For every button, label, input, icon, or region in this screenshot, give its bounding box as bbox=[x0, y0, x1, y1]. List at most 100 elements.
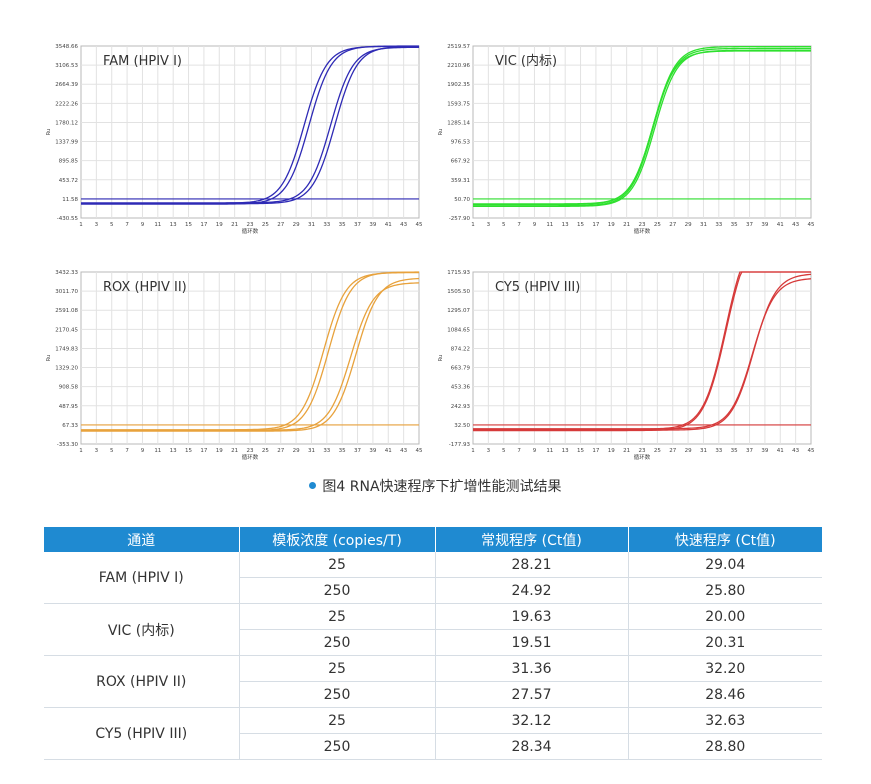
x-tick-label: 37 bbox=[354, 222, 361, 228]
regular-ct-cell: 24.92 bbox=[435, 577, 629, 604]
x-tick-label: 11 bbox=[546, 448, 553, 454]
x-tick-label: 15 bbox=[577, 448, 584, 454]
x-tick-label: 17 bbox=[200, 448, 207, 454]
y-tick-label: 1329.20 bbox=[55, 366, 78, 372]
x-tick-label: 27 bbox=[277, 222, 284, 228]
x-tick-label: 21 bbox=[623, 448, 630, 454]
caption-text: 图4 RNA快速程序下扩增性能测试结果 bbox=[322, 479, 562, 495]
y-tick-label: 1337.99 bbox=[55, 140, 78, 146]
chart-title: FAM (HPIV I) bbox=[103, 54, 182, 69]
chart-title: CY5 (HPIV III) bbox=[495, 280, 580, 295]
y-tick-label: 663.79 bbox=[451, 366, 471, 372]
y-tick-label: 1505.50 bbox=[447, 289, 470, 295]
x-tick-label: 45 bbox=[416, 222, 423, 228]
chart-svg-fam: -430.55 11.58 453.72 895.85 1337.99 1780.12 22… bbox=[46, 44, 423, 235]
x-tick-label: 15 bbox=[185, 222, 192, 228]
x-tick-label: 9 bbox=[141, 222, 145, 228]
header-fast-ct: 快速程序 (Ct值) bbox=[628, 527, 822, 552]
y-tick-label: 2210.96 bbox=[447, 63, 470, 69]
regular-ct-cell: 28.34 bbox=[435, 733, 629, 760]
table-row: FAM (HPIV I) 25 28.21 29.04 bbox=[44, 552, 822, 604]
header-concentration: 模板浓度 (copies/T) bbox=[239, 527, 436, 552]
x-tick-label: 19 bbox=[216, 222, 223, 228]
x-tick-label: 43 bbox=[792, 448, 799, 454]
table-row: 250 19.51 20.31 bbox=[44, 629, 822, 656]
y-tick-label: -177.93 bbox=[449, 442, 471, 448]
table-row: CY5 (HPIV III) 25 32.12 32.63 bbox=[44, 707, 822, 760]
x-tick-label: 9 bbox=[533, 222, 537, 228]
y-tick-label: -430.55 bbox=[57, 216, 79, 222]
y-tick-label: 1780.12 bbox=[55, 120, 78, 126]
x-axis-label: 循环数 bbox=[242, 453, 259, 461]
x-tick-label: 1 bbox=[471, 448, 475, 454]
y-tick-label: 1715.93 bbox=[447, 270, 470, 276]
y-tick-label: 2591.08 bbox=[55, 308, 78, 314]
y-tick-label: 359.31 bbox=[451, 178, 470, 184]
regular-ct-cell: 28.21 bbox=[435, 552, 629, 578]
amplification-curve bbox=[81, 271, 420, 431]
y-tick-label: 1295.07 bbox=[447, 308, 470, 314]
chart-svg-cy5: -177.93 32.50 242.93 453.36 663.79 874.22 1084… bbox=[438, 270, 815, 461]
x-tick-label: 19 bbox=[216, 448, 223, 454]
y-axis-label: Ru bbox=[46, 129, 52, 135]
x-tick-label: 1 bbox=[79, 222, 83, 228]
y-tick-label: 11.58 bbox=[62, 197, 78, 203]
y-tick-label: 2170.45 bbox=[55, 327, 78, 333]
x-tick-label: 21 bbox=[231, 448, 238, 454]
y-tick-label: 487.95 bbox=[59, 404, 79, 410]
x-tick-label: 19 bbox=[608, 222, 615, 228]
x-tick-label: 35 bbox=[339, 448, 346, 454]
amplification-chart-rox: -353.30 67.33 487.95 908.58 1329.20 1749.83 21… bbox=[40, 266, 425, 466]
chart-svg-vic: -257.9050.70359.31667.92976.531285.14159… bbox=[438, 44, 815, 235]
x-tick-label: 25 bbox=[262, 222, 269, 228]
x-tick-label: 31 bbox=[308, 448, 315, 454]
x-tick-label: 41 bbox=[777, 222, 784, 228]
header-channel: 通道 bbox=[44, 527, 240, 552]
regular-ct-cell: 19.63 bbox=[435, 603, 629, 630]
conc-cell: 250 bbox=[239, 681, 436, 708]
x-tick-label: 1 bbox=[471, 222, 475, 228]
x-tick-label: 11 bbox=[154, 448, 161, 454]
amplification-curve bbox=[473, 45, 811, 205]
x-tick-label: 37 bbox=[746, 222, 753, 228]
x-tick-label: 39 bbox=[369, 448, 376, 454]
x-tick-label: 15 bbox=[577, 222, 584, 228]
fast-ct-cell: 20.31 bbox=[628, 629, 822, 656]
x-tick-label: 31 bbox=[700, 222, 707, 228]
x-tick-label: 25 bbox=[262, 448, 269, 454]
fast-ct-cell: 25.80 bbox=[628, 577, 822, 604]
table-row: VIC (内标) 25 19.63 20.00 bbox=[44, 603, 822, 656]
x-tick-label: 33 bbox=[323, 222, 330, 228]
y-tick-label: 3106.53 bbox=[55, 63, 78, 69]
y-tick-label: 3548.66 bbox=[55, 44, 78, 50]
x-tick-label: 43 bbox=[400, 222, 407, 228]
y-tick-label: -353.30 bbox=[57, 442, 79, 448]
x-tick-label: 3 bbox=[95, 448, 99, 454]
regular-ct-cell: 32.12 bbox=[435, 707, 629, 734]
y-tick-label: 1285.14 bbox=[447, 120, 470, 126]
channel-cell: ROX (HPIV II) bbox=[44, 655, 240, 708]
x-tick-label: 41 bbox=[385, 448, 392, 454]
x-tick-label: 9 bbox=[533, 448, 537, 454]
x-tick-label: 45 bbox=[808, 448, 815, 454]
x-tick-label: 45 bbox=[808, 222, 815, 228]
x-tick-label: 7 bbox=[125, 448, 129, 454]
y-tick-label: 2664.39 bbox=[55, 82, 78, 88]
regular-ct-cell: 19.51 bbox=[435, 629, 629, 656]
x-tick-label: 21 bbox=[623, 222, 630, 228]
channel-cell: FAM (HPIV I) bbox=[44, 552, 240, 604]
x-tick-label: 17 bbox=[592, 222, 599, 228]
amplification-chart-cy5: -177.93 32.50 242.93 453.36 663.79 874.22 1084… bbox=[432, 266, 817, 466]
amplification-curve bbox=[81, 271, 420, 432]
x-tick-label: 9 bbox=[141, 448, 145, 454]
y-tick-label: 50.70 bbox=[454, 197, 470, 203]
x-tick-label: 25 bbox=[654, 222, 661, 228]
x-tick-label: 27 bbox=[277, 448, 284, 454]
x-tick-label: 17 bbox=[200, 222, 207, 228]
y-tick-label: 453.72 bbox=[59, 178, 78, 184]
y-tick-label: 242.93 bbox=[451, 404, 471, 410]
x-tick-label: 3 bbox=[95, 222, 99, 228]
fast-ct-cell: 32.20 bbox=[628, 655, 822, 682]
x-tick-label: 23 bbox=[639, 222, 646, 228]
x-tick-label: 35 bbox=[731, 448, 738, 454]
